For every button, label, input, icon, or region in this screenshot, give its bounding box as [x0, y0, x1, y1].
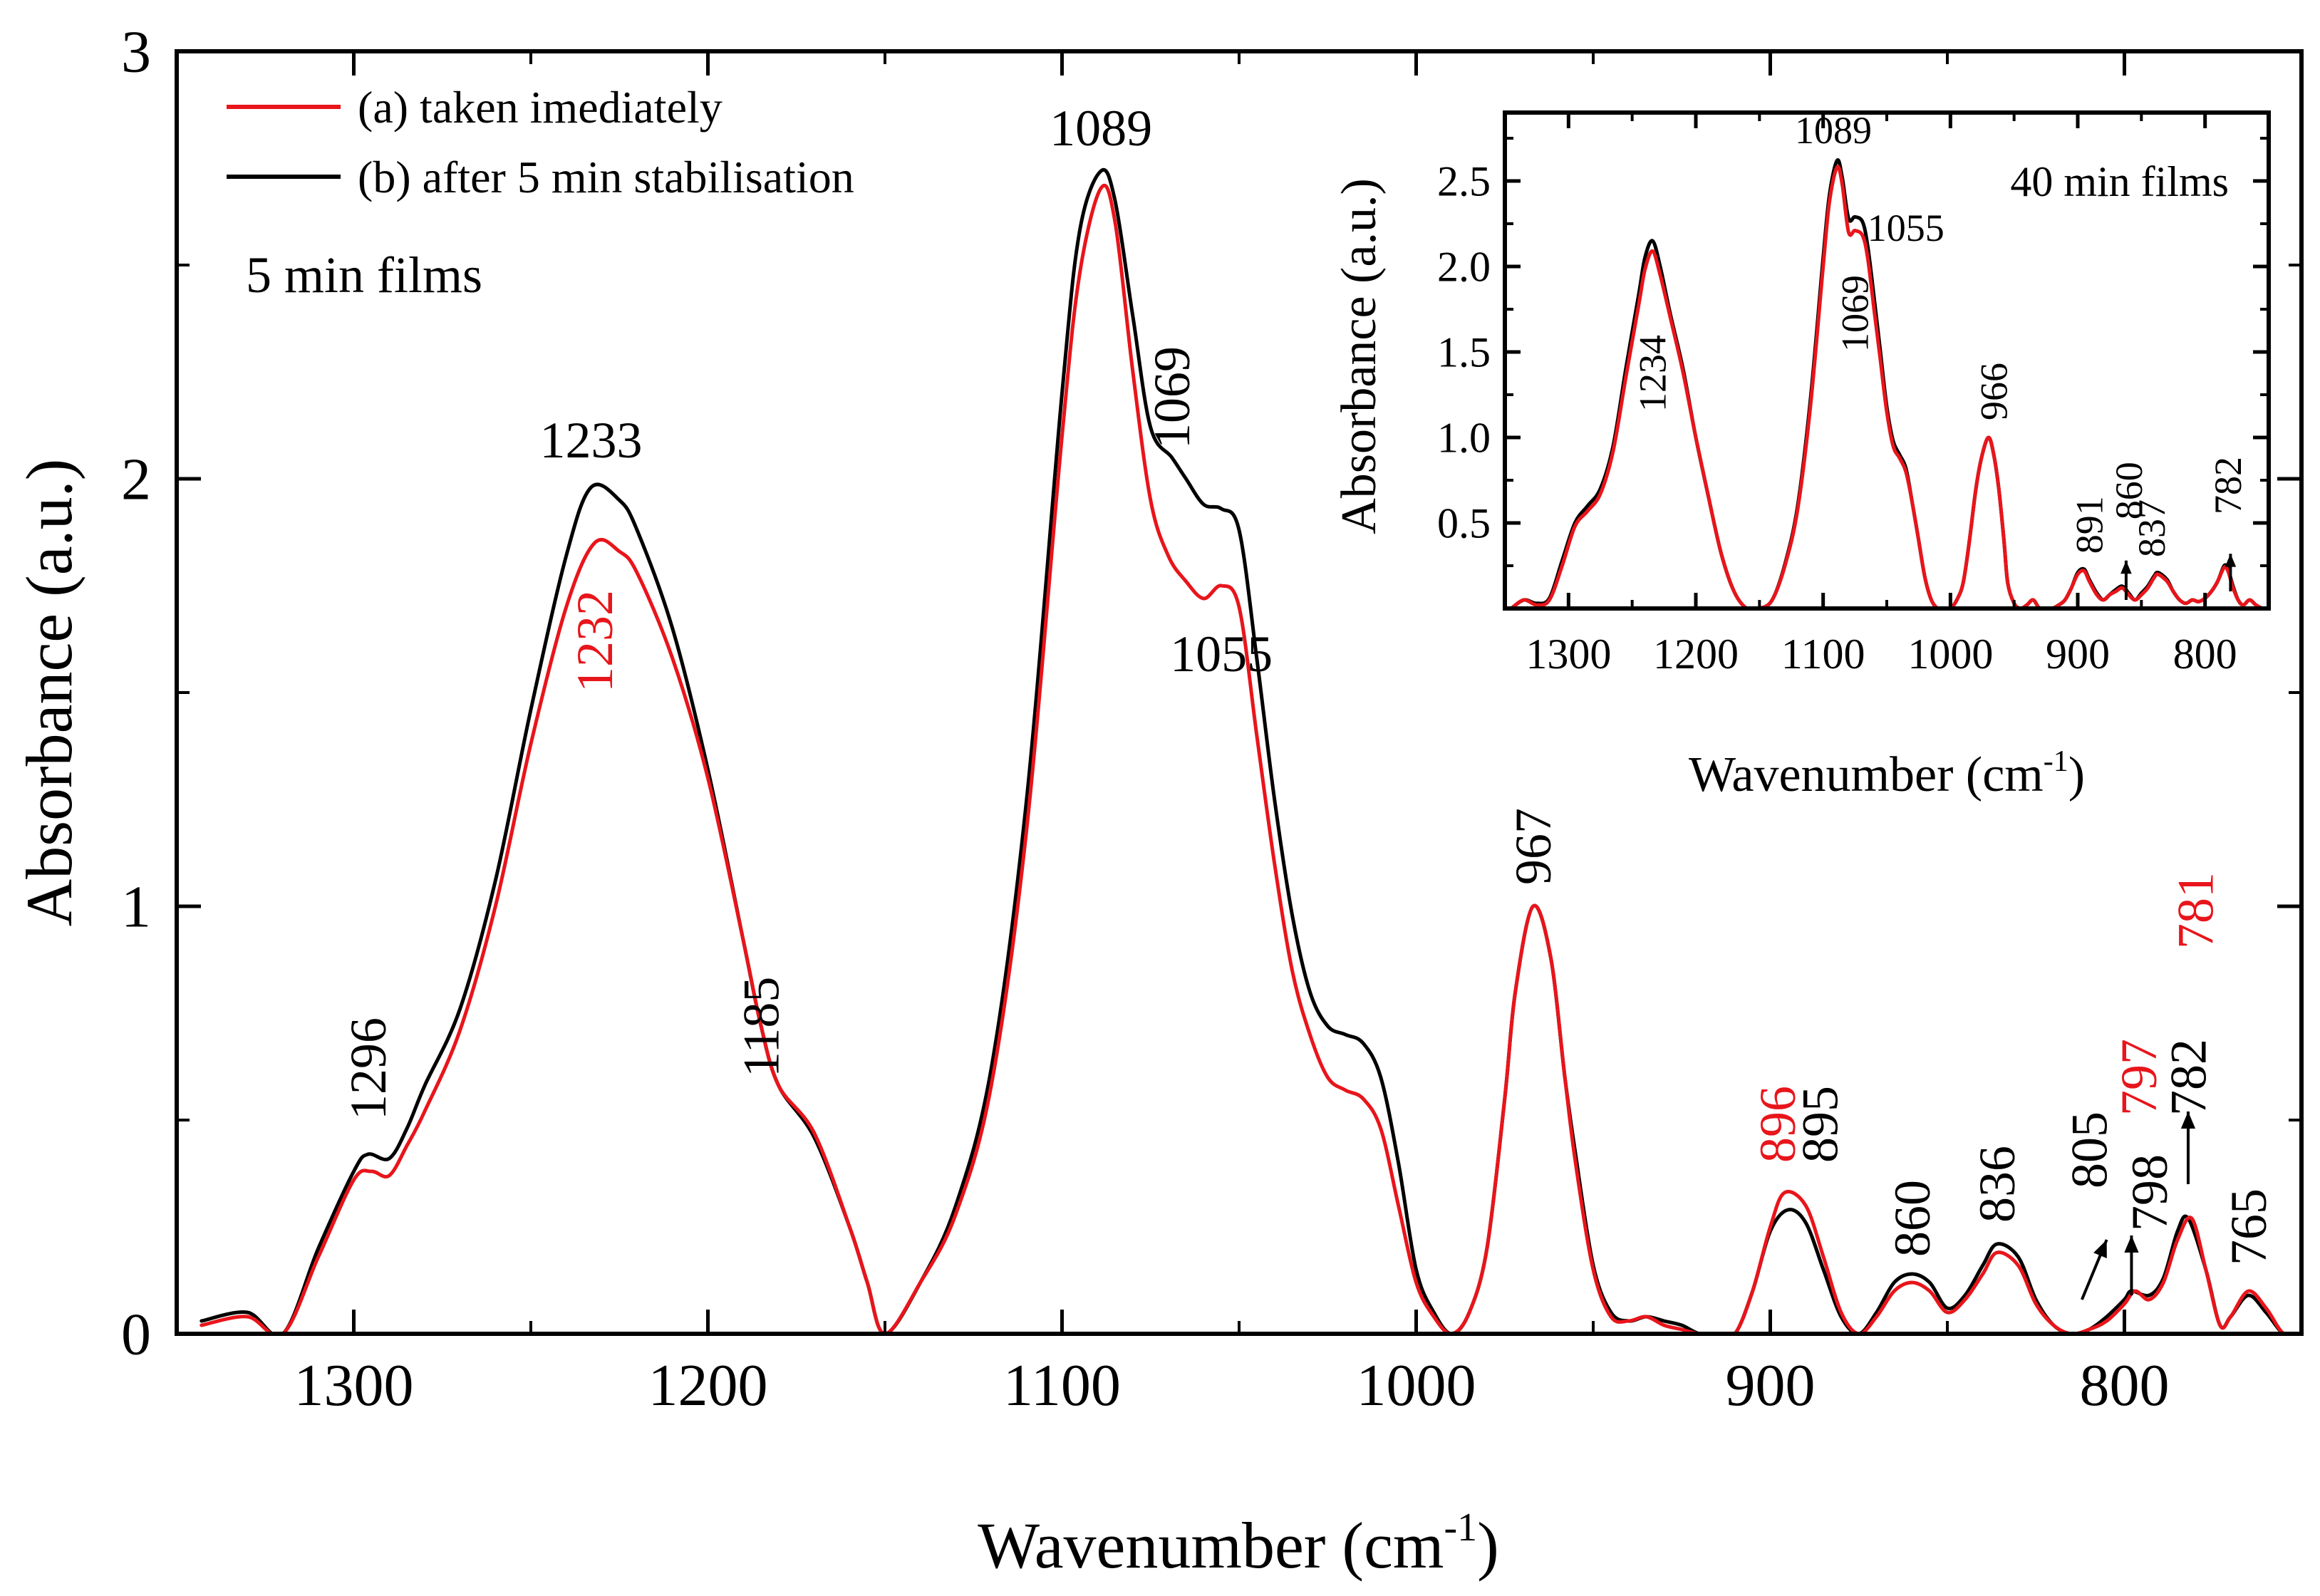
peak-label: 860	[2108, 462, 2150, 519]
x-tick-label: 900	[1726, 1352, 1816, 1419]
peak-label: 1185	[733, 977, 790, 1077]
series-line-a	[200, 183, 2301, 1334]
x-tick-label: 800	[2173, 631, 2237, 678]
peak-label: 765	[2220, 1188, 2277, 1265]
peak-label: 860	[1884, 1180, 1941, 1257]
main-curves-group	[200, 167, 2301, 1334]
y-tick-label: 1.0	[1437, 414, 1491, 461]
main-y-axis-title: Absorbance (a.u.)	[13, 459, 86, 927]
peak-label: 1089	[1050, 100, 1152, 157]
legend-label-a: (a) taken imediately	[358, 82, 723, 133]
peak-label: 1234	[1632, 335, 1674, 412]
peak-label: 1069	[1144, 346, 1201, 449]
main-films-annotation: 5 min films	[246, 247, 482, 304]
y-tick-label: 2.0	[1437, 243, 1491, 290]
peak-label: 966	[1972, 363, 2015, 420]
inset-y-axis-title: Absorbance (a.u.)	[1332, 178, 1387, 534]
peak-label: 781	[2167, 872, 2224, 949]
peak-arrow-head	[2124, 1235, 2139, 1253]
y-tick-label: 1.5	[1437, 328, 1491, 375]
y-tick-label: 2	[121, 447, 151, 513]
peak-label: 797	[2111, 1039, 2168, 1116]
y-tick-label: 1	[121, 874, 151, 940]
inset-curves	[1510, 158, 2264, 608]
peak-arrow-head	[2120, 560, 2132, 574]
peak-label: 1055	[1170, 626, 1273, 683]
x-tick-label: 1200	[648, 1352, 768, 1419]
y-tick-label: 2.5	[1437, 157, 1491, 204]
peak-label: 895	[1792, 1086, 1849, 1163]
peak-label: 1296	[340, 1017, 397, 1120]
inset-background	[1505, 113, 2269, 608]
main-curves	[200, 167, 2301, 1334]
inset-frame	[1503, 110, 2271, 611]
peak-arrow-head	[2225, 554, 2237, 567]
peak-label: 967	[1505, 808, 1562, 885]
peak-label: 837	[2130, 499, 2173, 557]
inset-x-axis-title: Wavenumber (cm-1)	[1689, 745, 2085, 802]
peak-label: 1232	[566, 590, 623, 693]
peak-label: 782	[2160, 1039, 2217, 1116]
x-tick-label: 1300	[294, 1352, 414, 1419]
x-tick-label: 1300	[1526, 631, 1611, 678]
peak-label: 805	[2061, 1112, 2118, 1188]
peak-label: 1069	[1834, 275, 1877, 352]
main-axes: 1300 1200 1100 1000 900 800 0 1 2 3	[121, 19, 2303, 1419]
peak-label: 1233	[539, 412, 642, 469]
main-plot-frame	[175, 49, 2304, 1336]
main-x-axis-title: Wavenumber (cm-1)	[978, 1506, 1499, 1582]
peak-label: 782	[2207, 457, 2249, 514]
x-tick-label: 800	[2080, 1352, 2170, 1419]
y-tick-label: 3	[121, 19, 151, 86]
legend-label-b: (b) after 5 min stabilisation	[358, 152, 854, 202]
legend: (a) taken imediately (b) after 5 min sta…	[227, 82, 854, 202]
x-tick-label: 900	[2046, 631, 2110, 678]
x-tick-label: 1200	[1653, 631, 1739, 678]
series-line-a	[1510, 165, 2264, 608]
peak-label: 891	[2068, 496, 2111, 554]
x-tick-label: 1000	[1907, 631, 1993, 678]
peak-arrow-head	[2180, 1112, 2196, 1129]
inset-films-annotation: 40 min films	[2010, 158, 2229, 205]
x-tick-label: 1100	[1003, 1352, 1121, 1419]
peak-label: 798	[2121, 1154, 2178, 1231]
x-tick-label: 1100	[1781, 631, 1865, 678]
series-line-b	[200, 167, 2301, 1334]
peak-label: 1089	[1795, 109, 1872, 152]
peak-label: 896	[1749, 1086, 1806, 1163]
y-tick-label: 0	[121, 1302, 151, 1368]
peak-label: 836	[1969, 1146, 2026, 1223]
peak-arrow-head	[2093, 1240, 2107, 1258]
y-tick-label: 0.5	[1437, 499, 1491, 546]
peak-label: 1055	[1868, 207, 1944, 249]
inset-curves-group	[1510, 158, 2264, 608]
inset-plot: 1300 1200 1100 1000 900 800 0.5 1.0 1.5 2.0 2.5 10…	[1332, 109, 2271, 802]
x-tick-label: 1000	[1357, 1352, 1476, 1419]
inset-axes: 1300 1200 1100 1000 900 800 0.5 1.0 1.5 2.0 2.5	[1437, 113, 2270, 678]
